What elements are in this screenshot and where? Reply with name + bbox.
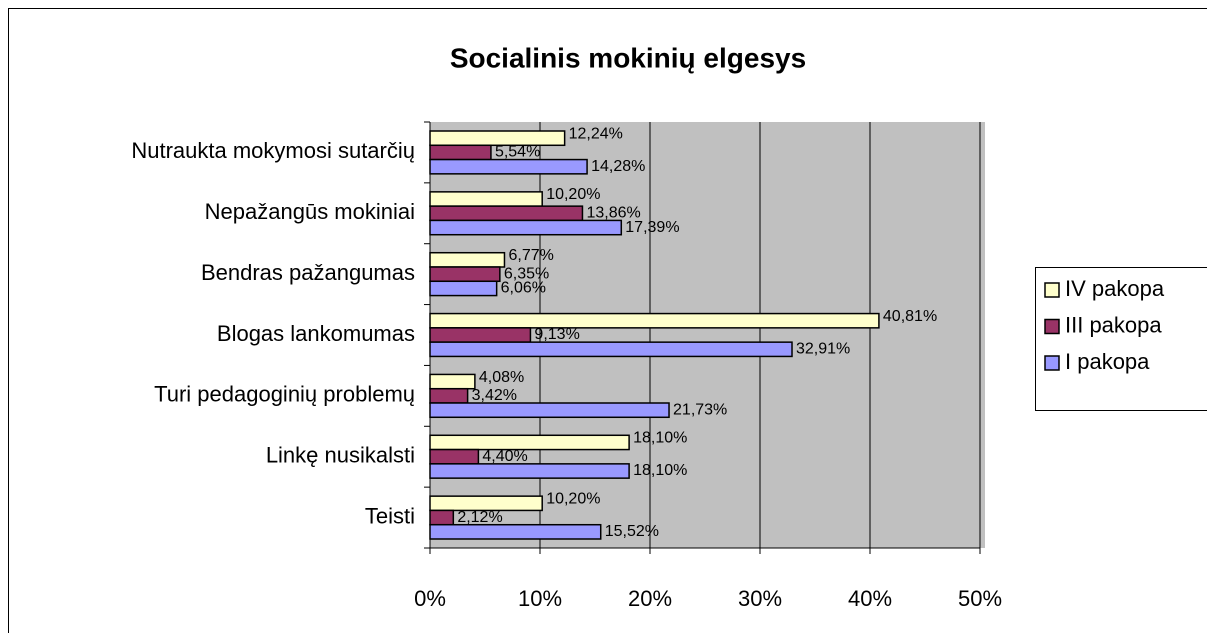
legend bbox=[1035, 267, 1207, 411]
bar bbox=[429, 144, 492, 161]
data-label: 12,24% bbox=[569, 125, 623, 142]
bar bbox=[429, 434, 630, 451]
data-label: 18,10% bbox=[633, 462, 687, 479]
data-label: 6,77% bbox=[508, 247, 553, 264]
data-label: 3,42% bbox=[472, 387, 517, 404]
bar bbox=[429, 280, 498, 297]
y-tick-label: Teisti bbox=[365, 503, 415, 528]
x-tick-label: 40% bbox=[848, 586, 892, 611]
legend-swatch bbox=[1044, 318, 1060, 335]
bar bbox=[429, 509, 455, 526]
bar bbox=[429, 495, 543, 512]
data-label: 18,10% bbox=[633, 430, 687, 447]
legend-swatch bbox=[1044, 355, 1060, 371]
bar bbox=[429, 341, 793, 358]
data-label: 4,40% bbox=[482, 448, 527, 465]
data-label: 10,20% bbox=[546, 491, 600, 508]
legend-label: IV pakopa bbox=[1065, 276, 1165, 301]
legend-label: I pakopa bbox=[1065, 349, 1150, 374]
bar bbox=[429, 266, 501, 283]
y-tick-label: Blogas lankomumas bbox=[217, 321, 415, 346]
bar bbox=[429, 387, 469, 404]
y-tick-label: Linkę nusikalsti bbox=[266, 443, 415, 468]
bar bbox=[429, 219, 623, 236]
bar bbox=[429, 158, 588, 175]
x-tick-label: 30% bbox=[738, 586, 782, 611]
y-tick-label: Nutraukta mokymosi sutarčių bbox=[131, 138, 415, 163]
data-label: 15,52% bbox=[605, 523, 659, 540]
x-tick-label: 10% bbox=[518, 586, 562, 611]
legend-label: III pakopa bbox=[1065, 312, 1162, 337]
bar bbox=[429, 373, 476, 390]
data-label: 21,73% bbox=[673, 401, 727, 418]
bar bbox=[429, 463, 630, 479]
data-label: 32,91% bbox=[796, 341, 850, 358]
legend-swatch bbox=[1044, 282, 1060, 298]
bar bbox=[429, 191, 543, 207]
x-tick-label: 50% bbox=[958, 586, 1002, 611]
bar bbox=[429, 327, 532, 343]
data-label: 4,08% bbox=[479, 369, 524, 386]
data-label: 40,81% bbox=[883, 308, 937, 325]
data-label: 13,86% bbox=[586, 205, 640, 222]
bar bbox=[429, 130, 566, 147]
bar bbox=[429, 312, 880, 329]
data-label: 2,12% bbox=[457, 509, 502, 526]
data-label: 9,13% bbox=[534, 326, 579, 343]
x-tick-label: 0% bbox=[414, 586, 446, 611]
chart-title: Socialinis mokinių elgesys bbox=[450, 42, 806, 73]
data-label: 14,28% bbox=[591, 158, 645, 175]
data-label: 17,39% bbox=[625, 219, 679, 236]
data-label: 10,20% bbox=[546, 186, 600, 203]
y-tick-label: Turi pedagoginių problemų bbox=[154, 382, 415, 407]
data-label: 5,54% bbox=[495, 144, 540, 161]
x-tick-label: 20% bbox=[628, 586, 672, 611]
bar bbox=[429, 523, 602, 540]
bar bbox=[429, 402, 670, 419]
bar bbox=[429, 205, 584, 222]
y-tick-label: Nepažangūs mokiniai bbox=[205, 199, 415, 224]
data-label: 6,35% bbox=[504, 265, 549, 282]
y-tick-label: Bendras pažangumas bbox=[201, 260, 415, 285]
data-label: 6,06% bbox=[501, 280, 546, 297]
bar bbox=[429, 448, 480, 465]
bar bbox=[429, 251, 506, 268]
